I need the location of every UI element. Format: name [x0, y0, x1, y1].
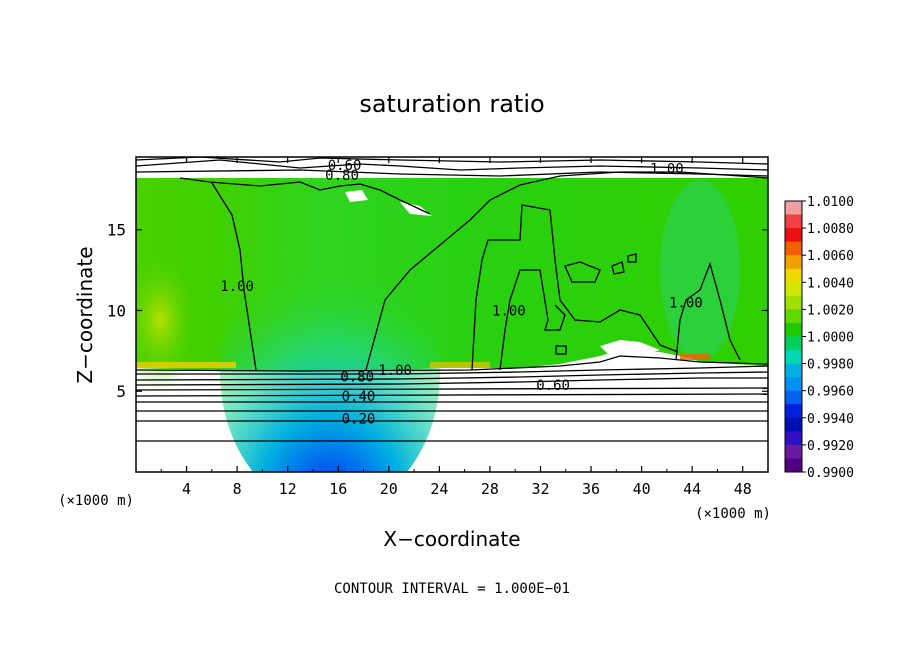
contour-label: 1.00: [650, 161, 684, 177]
contour-label: 1.00: [492, 303, 526, 319]
colorbar-cell: [785, 458, 802, 473]
colorbar-cell: [785, 295, 802, 310]
colorbar-cell: [785, 377, 802, 392]
colorbar-cell: [785, 363, 802, 378]
plot-frame: [135, 156, 769, 473]
x-tick-label: 8: [233, 480, 242, 498]
colorbar-label: 0.9920: [807, 439, 854, 454]
x-unit-right: (×1000 m): [695, 506, 771, 522]
y-tick-label: 10: [107, 301, 126, 320]
contour-label: 1.00: [220, 279, 254, 295]
colorbar-cell: [785, 444, 802, 459]
contour-label: 0.80: [340, 370, 374, 386]
plot-area: [136, 157, 768, 472]
colorbar-cell: [785, 336, 802, 351]
y-axis: 5 10 15: [107, 221, 768, 401]
y-tick-label: 5: [116, 382, 126, 401]
colorbar-label: 1.0020: [807, 303, 854, 318]
colorbar-cell: [785, 390, 802, 405]
x-tick-label: 48: [734, 480, 752, 498]
colorbar-label: 0.9940: [807, 412, 854, 427]
colorbar-cell: [785, 268, 802, 283]
x-tick-label: 16: [329, 480, 347, 498]
colorbar-cell: [785, 309, 802, 324]
y-tick-label: 15: [107, 221, 126, 240]
colorbar: 1.0100 1.0080 1.0060 1.0040 1.0020 1.0000 0.99…: [784, 195, 854, 481]
colorbar-label: 1.0100: [807, 195, 854, 210]
contour-labels: 0.600.80 1.000.400.201.001.001.001.000.60…: [220, 158, 703, 428]
contour-label: 1.00: [378, 363, 412, 379]
x-tick-label: 44: [683, 480, 701, 498]
colorbar-label: 1.0060: [807, 249, 854, 264]
colorbar-label: 1.0040: [807, 276, 854, 291]
x-tick-label: 4: [182, 480, 191, 498]
contour-interval-note: CONTOUR INTERVAL = 1.000E−01: [334, 581, 570, 597]
colorbar-label: 1.0000: [807, 331, 854, 346]
colorbar-cell: [785, 228, 802, 243]
x-tick-label: 28: [481, 480, 499, 498]
x-tick-label: 24: [430, 480, 448, 498]
colorbar-cell: [785, 214, 802, 229]
colorbar-cell: [785, 201, 802, 216]
contour-lines: [136, 157, 768, 442]
colorbar-cell: [785, 241, 802, 256]
contour-label: 0.40: [342, 389, 376, 405]
colorbar-cell: [785, 322, 802, 337]
colorbar-label: 0.9980: [807, 358, 854, 373]
y-axis-label: Z−coordinate: [73, 246, 97, 383]
colorbar-label: 1.0080: [807, 222, 854, 237]
x-axis: 4 8 12 16 20 24 28 32 36 40 44 48: [160, 157, 752, 498]
contour-label: 0.60: [328, 158, 362, 174]
x-tick-label: 12: [279, 480, 297, 498]
x-tick-label: 20: [380, 480, 398, 498]
x-axis-label: X−coordinate: [383, 527, 520, 551]
contour-label: 0.80: [325, 168, 359, 184]
x-tick-label: 36: [582, 480, 600, 498]
x-tick-label: 32: [531, 480, 549, 498]
colorbar-cell: [785, 350, 802, 365]
x-tick-label: 40: [633, 480, 651, 498]
colorbar-label: 0.9900: [807, 466, 854, 481]
colorbar-label: 0.9960: [807, 385, 854, 400]
colorbar-cell: [785, 255, 802, 270]
chart-title: saturation ratio: [359, 90, 544, 118]
colorbar-cell: [785, 417, 802, 432]
x-unit-left: (×1000 m): [58, 493, 134, 509]
colorbar-cell: [785, 404, 802, 419]
colorbar-cell: [785, 282, 802, 297]
colorbar-cell: [785, 431, 802, 446]
contour-label: 0.20: [342, 412, 376, 428]
contour-label: 1.00: [669, 295, 703, 311]
contour-label: 0.60: [536, 378, 570, 394]
